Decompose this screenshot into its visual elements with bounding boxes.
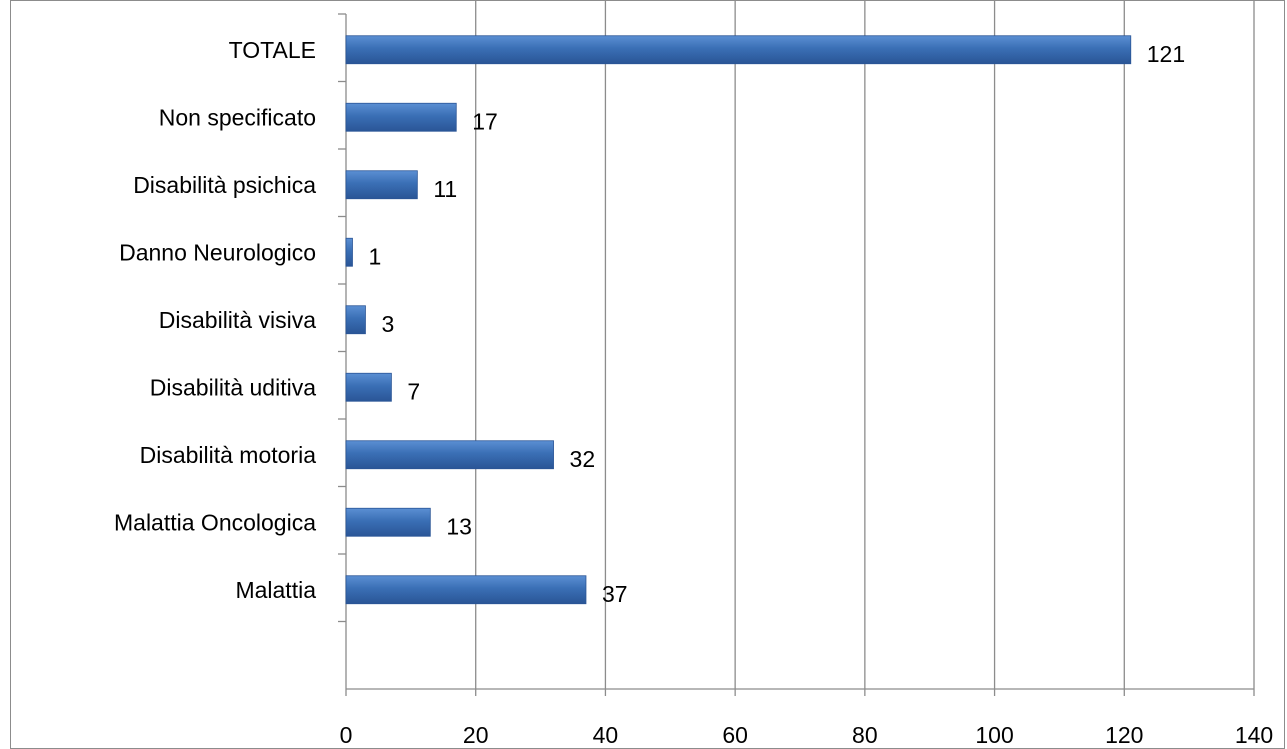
- data-label: 13: [446, 513, 472, 539]
- category-label: Non specificato: [159, 104, 316, 130]
- bars: [345, 35, 1132, 605]
- data-label: 17: [472, 108, 498, 134]
- x-tick-label: 60: [722, 722, 748, 748]
- bar: [345, 35, 1132, 65]
- gridlines: [475, 0, 1255, 689]
- category-label: Disabilità uditiva: [150, 374, 316, 400]
- bar: [345, 575, 587, 605]
- x-tick-label: 20: [463, 722, 489, 748]
- bar: [345, 170, 418, 200]
- category-label: Disabilità psichica: [133, 172, 316, 198]
- data-label: 37: [602, 581, 628, 607]
- category-label: Disabilità motoria: [140, 442, 317, 468]
- data-label: 3: [381, 311, 394, 337]
- category-label: Malattia Oncologica: [114, 509, 316, 535]
- data-label: 11: [433, 176, 457, 202]
- x-tick-label: 0: [340, 722, 353, 748]
- category-label: Disabilità visiva: [159, 307, 316, 333]
- bar: [345, 507, 431, 537]
- data-label: 7: [407, 378, 420, 404]
- bar: [345, 440, 554, 470]
- x-tick-label: 80: [852, 722, 878, 748]
- x-tick-label: 40: [593, 722, 619, 748]
- data-label: 1: [368, 243, 381, 269]
- category-label: Malattia: [235, 577, 316, 603]
- bar: [345, 305, 366, 335]
- category-label: TOTALE: [229, 37, 316, 63]
- x-tick-label: 120: [1105, 722, 1143, 748]
- bar: [345, 237, 353, 267]
- bar: [345, 102, 457, 132]
- x-tick-label: 100: [975, 722, 1013, 748]
- category-label: Danno Neurologico: [119, 239, 316, 265]
- x-tick-label: 140: [1235, 722, 1273, 748]
- data-label: 121: [1147, 41, 1185, 67]
- bar: [345, 372, 392, 402]
- data-label: 32: [570, 446, 596, 472]
- chart-frame: [10, 0, 1285, 749]
